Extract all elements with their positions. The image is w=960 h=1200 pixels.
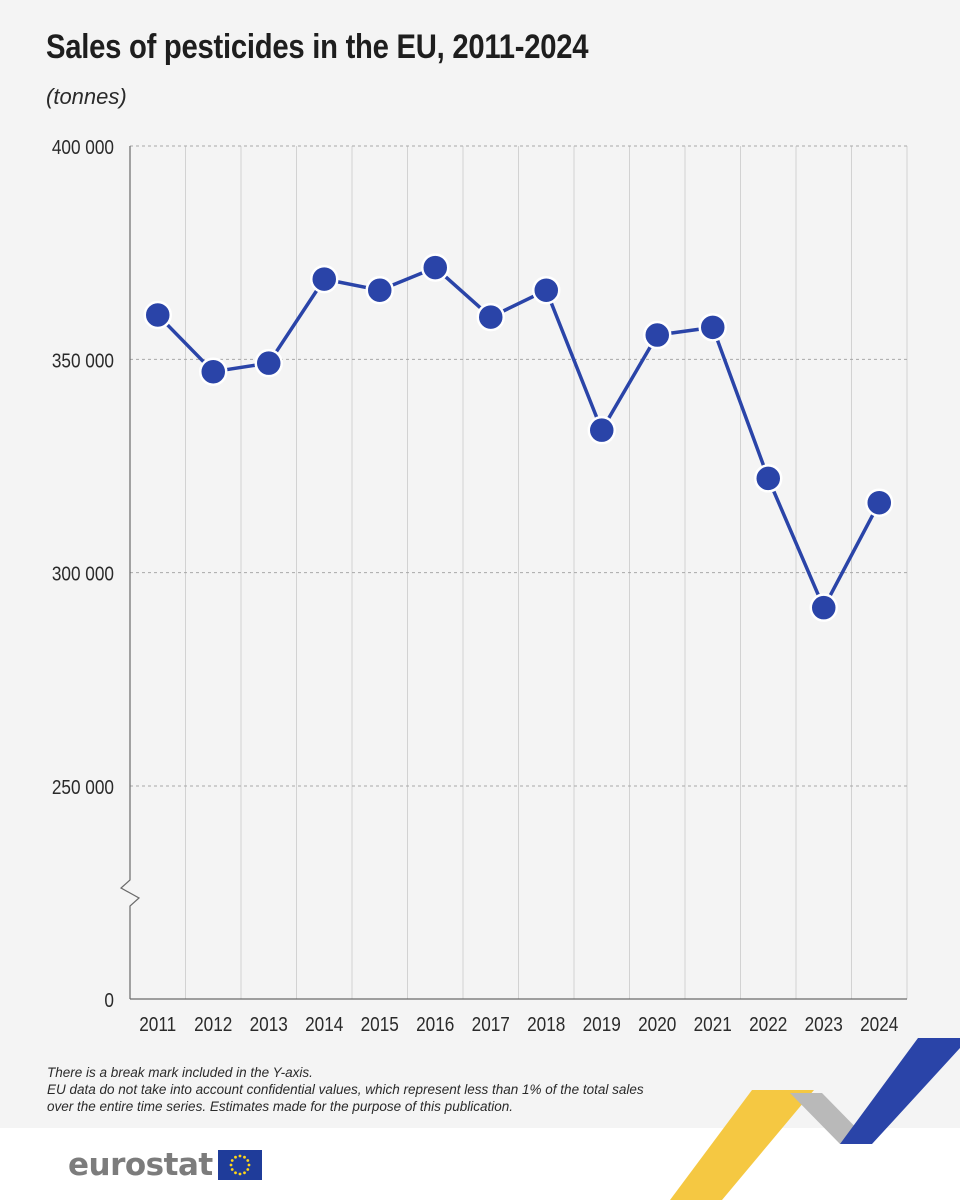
eurostat-logo[interactable]: eurostat [68,1145,262,1185]
x-tick-label: 2023 [805,1013,843,1036]
footnotes: There is a break mark included in the Y-… [47,1064,667,1115]
x-tick-label: 2013 [250,1013,288,1036]
data-point[interactable] [199,357,228,386]
x-tick-label: 2018 [527,1013,565,1036]
y-tick-label: 350 000 [52,349,114,372]
data-point[interactable] [476,302,505,332]
x-tick-label: 2014 [305,1013,343,1036]
footnote-confidential-1: EU data do not take into account confide… [47,1082,644,1097]
x-tick-label: 2020 [638,1013,676,1036]
data-point[interactable] [587,415,616,445]
x-tick-label: 2024 [860,1013,898,1036]
data-point[interactable] [532,275,561,305]
data-point[interactable] [143,300,172,330]
x-tick-label: 2021 [694,1013,732,1036]
chart-axes [119,146,907,1000]
data-point[interactable] [254,348,283,378]
x-tick-label: 2022 [749,1013,787,1036]
y-tick-label: 300 000 [52,562,114,585]
data-point[interactable] [754,464,783,493]
y-tick-label: 250 000 [52,776,114,799]
x-tick-label: 2011 [139,1013,176,1036]
logo-wordmark: eurostat [68,1147,213,1183]
y-tick-label: 0 [104,989,114,1012]
data-point[interactable] [698,313,727,342]
eu-flag-icon [217,1150,262,1180]
x-tick-label: 2019 [583,1013,621,1036]
x-tick-label: 2012 [194,1013,232,1036]
x-tick-label: 2015 [361,1013,399,1036]
footnote-axis-break: There is a break mark included in the Y-… [47,1065,313,1080]
chart-grid [130,145,908,999]
y-tick-label: 400 000 [52,136,114,159]
data-point[interactable] [809,593,838,622]
y-axis-with-break-mark [119,146,141,999]
x-tick-label: 2016 [416,1013,454,1036]
data-point[interactable] [421,253,450,282]
data-point[interactable] [310,264,339,294]
line-chart: 0 250 000 300 000 350 000 400 000 2011 2012 201… [52,136,908,1036]
data-point[interactable] [643,320,672,350]
footnote-confidential-2: over the entire time series. Estimates m… [47,1099,513,1114]
x-tick-label: 2017 [472,1013,510,1036]
chart-tick-labels: 0 250 000 300 000 350 000 400 000 2011 2012 201… [52,136,899,1036]
chart-unit-label: (tonnes) [46,84,127,109]
data-point[interactable] [365,275,394,305]
data-point[interactable] [865,488,894,517]
chart-series [143,253,894,622]
series-line [156,265,881,610]
chart-title: Sales of pesticides in the EU, 2011-2024 [46,28,589,66]
